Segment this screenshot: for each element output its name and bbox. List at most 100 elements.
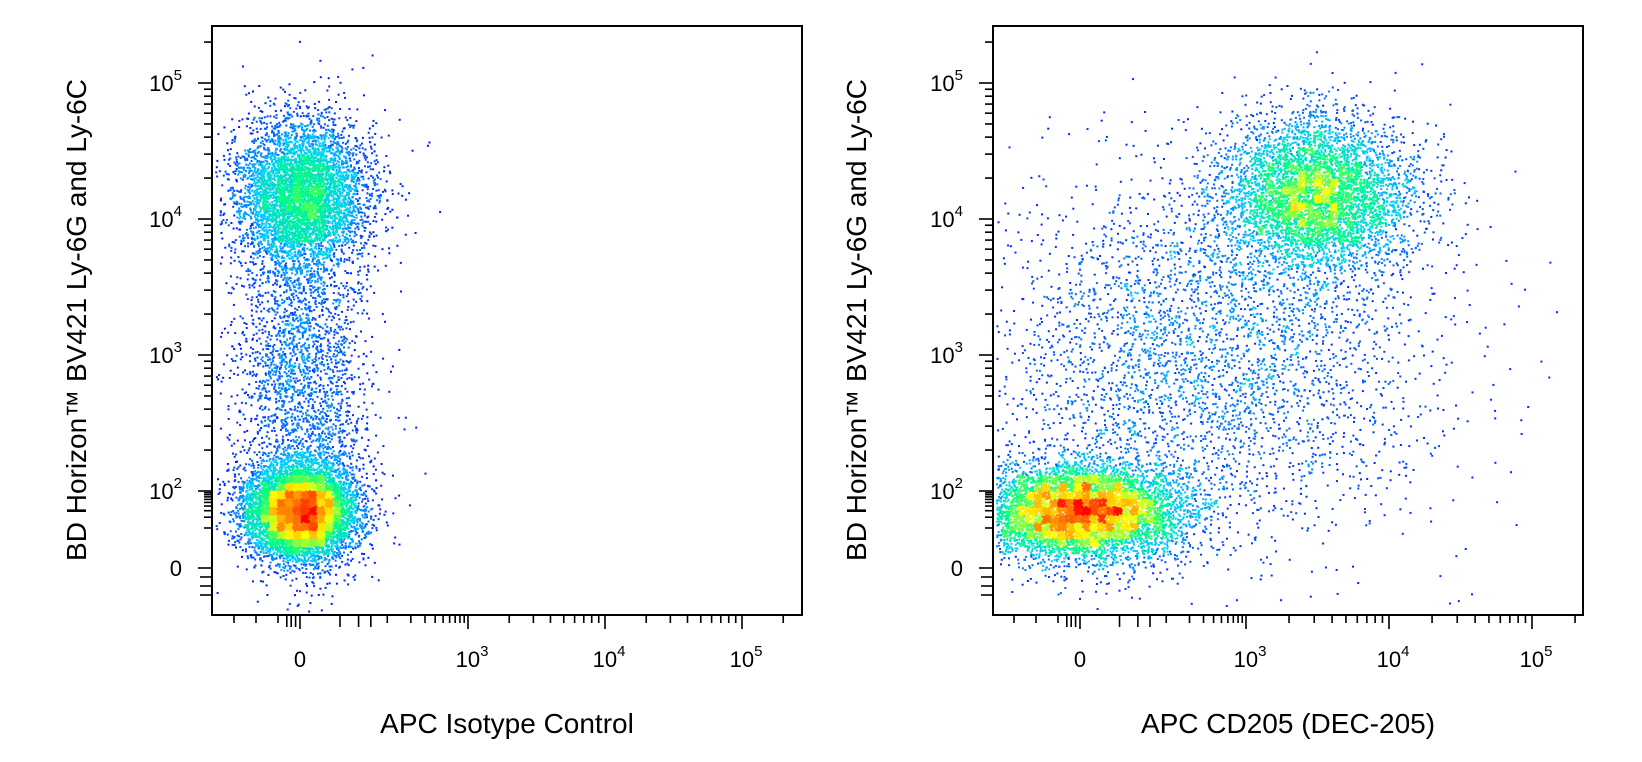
data-point [359, 488, 361, 490]
data-point [216, 528, 218, 530]
data-point [320, 556, 322, 558]
data-point [236, 540, 238, 542]
data-point [262, 454, 264, 456]
data-point [361, 538, 363, 540]
data-point [359, 497, 361, 499]
data-point [381, 498, 383, 500]
data-point [279, 469, 281, 471]
data-point [359, 481, 361, 483]
data-point [350, 463, 352, 465]
data-point [345, 529, 347, 531]
data-point [271, 452, 273, 454]
data-point [344, 564, 346, 566]
data-point [240, 477, 242, 479]
data-point [356, 524, 358, 526]
data-point [349, 456, 351, 458]
data-point [305, 554, 307, 556]
data-point [329, 566, 331, 568]
data-point [358, 540, 360, 542]
data-point [258, 480, 260, 482]
data-point [356, 484, 358, 486]
data-point [267, 536, 269, 538]
data-point [238, 542, 240, 544]
data-point [234, 544, 236, 546]
data-point [364, 534, 366, 536]
data-point [338, 452, 340, 454]
data-point [286, 434, 288, 436]
data-point [239, 546, 241, 548]
data-point [246, 452, 248, 454]
data-point [367, 485, 369, 487]
data-point [260, 465, 262, 467]
data-point [254, 536, 256, 538]
data-point [382, 472, 384, 474]
data-point [258, 464, 260, 466]
data-point [312, 558, 314, 560]
data-point [361, 501, 363, 503]
data-point [291, 579, 293, 581]
data-point [266, 584, 268, 586]
data-point [228, 492, 230, 494]
data-point [321, 561, 323, 563]
data-point [294, 448, 296, 450]
data-point [251, 546, 253, 548]
data-point [224, 484, 226, 486]
data-point [247, 557, 249, 559]
data-point [289, 469, 291, 471]
data-point [248, 538, 250, 540]
data-point [296, 567, 298, 569]
data-point [306, 592, 308, 594]
data-point [318, 566, 320, 568]
data-point [289, 549, 291, 551]
data-point [335, 565, 337, 567]
data-point [245, 543, 247, 545]
data-point [385, 511, 387, 513]
data-point [342, 541, 344, 543]
data-point [269, 553, 271, 555]
data-point [330, 457, 332, 459]
data-point [341, 441, 343, 443]
data-point [309, 577, 311, 579]
data-point [368, 455, 370, 457]
data-point [362, 498, 364, 500]
data-point [363, 464, 365, 466]
data-point [347, 559, 349, 561]
data-point [248, 464, 250, 466]
data-point [227, 534, 229, 536]
data-point [294, 594, 296, 596]
data-point [252, 580, 254, 582]
data-point [357, 528, 359, 530]
data-point [351, 477, 353, 479]
data-point [296, 561, 298, 563]
data-point [350, 467, 352, 469]
data-point [253, 490, 255, 492]
data-point [335, 574, 337, 576]
data-point [273, 552, 275, 554]
data-point [398, 495, 400, 497]
data-point [237, 504, 239, 506]
data-point [275, 452, 277, 454]
data-point [373, 519, 375, 521]
data-point [366, 516, 368, 518]
data-point [224, 533, 226, 535]
data-point [362, 531, 364, 533]
data-point [257, 601, 259, 603]
data-point [234, 480, 236, 482]
data-point [296, 445, 298, 447]
density-dots [215, 41, 441, 613]
data-point [219, 492, 221, 494]
data-point [303, 562, 305, 564]
data-point [238, 481, 240, 483]
data-point [375, 527, 377, 529]
data-point [344, 517, 346, 519]
data-point [354, 480, 356, 482]
data-point [347, 583, 349, 585]
data-point [306, 468, 308, 470]
data-point [232, 535, 234, 537]
data-point [346, 488, 348, 490]
data-point [312, 551, 314, 553]
data-point [331, 566, 333, 568]
data-point [306, 585, 308, 587]
data-point [368, 531, 370, 533]
